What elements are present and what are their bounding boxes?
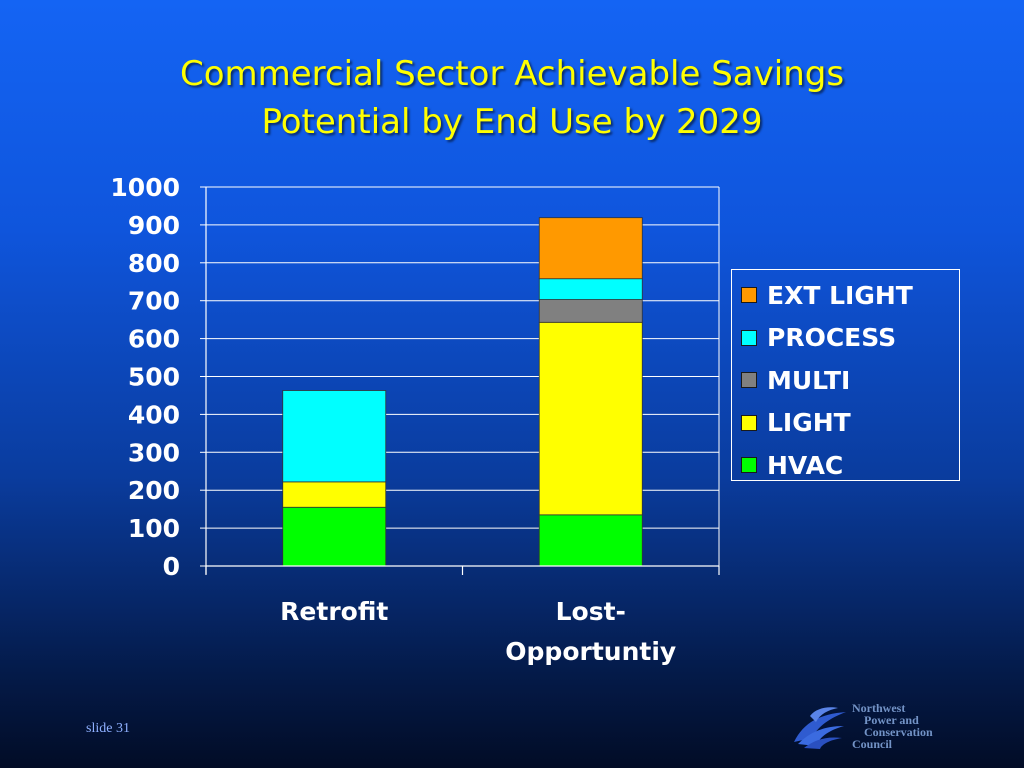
- y-tick-label: 400: [128, 400, 180, 429]
- chart-legend: EXT LIGHT PROCESS MULTI LIGHT HVAC: [731, 269, 960, 481]
- logo-line-1: Northwest: [852, 701, 906, 715]
- legend-item: MULTI: [741, 365, 850, 395]
- y-tick-label: 500: [128, 363, 180, 392]
- y-tick-label: 900: [128, 211, 180, 240]
- bar-segment-multi: [538, 299, 643, 323]
- legend-label: EXT LIGHT: [767, 280, 913, 310]
- legend-label: HVAC: [767, 450, 844, 480]
- y-tick-label: 100: [128, 514, 180, 543]
- title-line-1: Commercial Sector Achievable Savings: [179, 54, 845, 94]
- legend-label: PROCESS: [767, 323, 897, 352]
- slide-title: Commercial Sector Achievable Savings Pot…: [0, 50, 1024, 146]
- y-tick-label: 1000: [110, 173, 180, 202]
- y-tick-label: 0: [163, 552, 180, 581]
- legend-item: PROCESS: [741, 323, 896, 353]
- logo-wordmark: Northwest Power and Conservation Council: [852, 702, 933, 750]
- slide-number: slide 31: [86, 721, 130, 736]
- x-category-label: Opportuntiy: [505, 637, 676, 666]
- legend-swatch: [741, 287, 757, 303]
- logo-line-3: Conservation: [864, 725, 933, 739]
- legend-item: LIGHT: [741, 408, 851, 438]
- bar-segment-hvac: [282, 506, 387, 567]
- y-tick-label: 700: [128, 287, 180, 316]
- bar-segment-process: [538, 278, 643, 300]
- legend-swatch: [741, 372, 757, 388]
- logo-line-2: Power and: [864, 713, 919, 727]
- y-tick-label: 800: [128, 249, 180, 278]
- legend-item: EXT LIGHT: [741, 280, 913, 310]
- legend-swatch: [741, 329, 757, 346]
- y-tick-label: 200: [128, 476, 180, 505]
- bar-segment-hvac: [538, 514, 643, 567]
- y-tick-label: 300: [128, 438, 180, 467]
- bar-segment-ext-light: [538, 217, 643, 280]
- x-category-label: Retrofit: [280, 597, 388, 626]
- legend-item: HVAC: [741, 450, 843, 480]
- bar-segment-light: [282, 481, 387, 508]
- bar-segment-light: [538, 321, 643, 516]
- title-line-2: Potential by End Use by 2029: [261, 102, 763, 142]
- legend-swatch: [741, 457, 757, 473]
- logo-line-4: Council: [852, 737, 893, 751]
- wave-logo-icon: [794, 707, 846, 749]
- council-logo: Northwest Power and Conservation Council: [790, 702, 960, 754]
- legend-label: MULTI: [767, 365, 851, 395]
- y-tick-label: 600: [128, 325, 180, 354]
- legend-swatch: [741, 414, 757, 431]
- legend-label: LIGHT: [767, 408, 851, 437]
- bar-segment-process: [282, 390, 387, 483]
- x-category-label: Lost-: [556, 597, 626, 626]
